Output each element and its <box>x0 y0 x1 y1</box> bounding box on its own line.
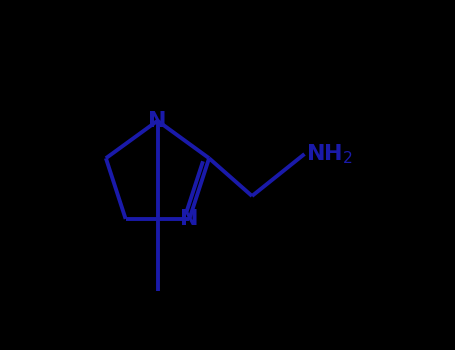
Text: N: N <box>180 209 199 229</box>
Text: N: N <box>148 111 167 131</box>
Text: NH$_2$: NH$_2$ <box>306 142 354 166</box>
